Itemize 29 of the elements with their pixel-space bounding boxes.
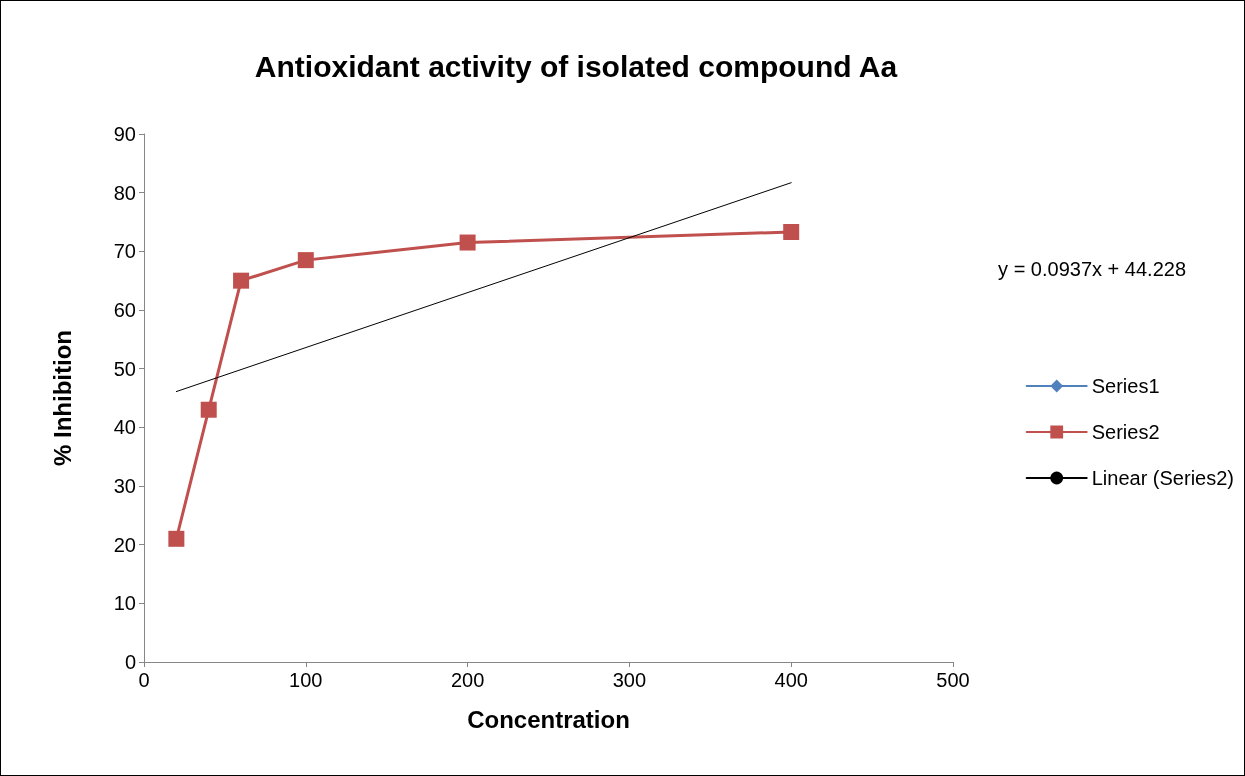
chart-title: Antioxidant activity of isolated compound Aa xyxy=(254,49,898,83)
y-tick-label: 30 xyxy=(113,475,136,497)
y-tick-label: 0 xyxy=(124,651,136,673)
legend-label: Series1 xyxy=(1091,375,1160,397)
x-axis-title: Concentration xyxy=(467,705,630,733)
y-tick-label: 70 xyxy=(113,240,136,263)
y-tick-label: 50 xyxy=(113,357,136,380)
legend-label: Linear (Series2) xyxy=(1091,467,1235,489)
legend-label: Series2 xyxy=(1091,421,1160,443)
y-tick-label: 20 xyxy=(113,533,136,556)
x-tick-label: 200 xyxy=(450,669,485,691)
point xyxy=(783,223,800,240)
point xyxy=(233,272,250,289)
x-tick-label: 400 xyxy=(774,669,808,691)
x-tick-label: 100 xyxy=(289,669,323,691)
y-tick-label: 10 xyxy=(113,592,136,615)
y-tick-label: 40 xyxy=(113,416,136,439)
y-tick-label: 60 xyxy=(113,299,136,321)
x-tick-label: 0 xyxy=(138,669,150,691)
y-tick-label: 90 xyxy=(113,123,136,145)
point xyxy=(200,401,217,418)
point xyxy=(168,530,185,547)
point xyxy=(459,234,476,251)
x-tick-label: 500 xyxy=(936,669,970,691)
y-tick-label: 80 xyxy=(113,181,136,204)
point xyxy=(297,252,314,269)
text: y = 0.0937x + 44.228 xyxy=(998,258,1187,280)
y-axis-title: % Inhibition xyxy=(48,330,76,466)
x-tick-label: 300 xyxy=(612,669,647,691)
